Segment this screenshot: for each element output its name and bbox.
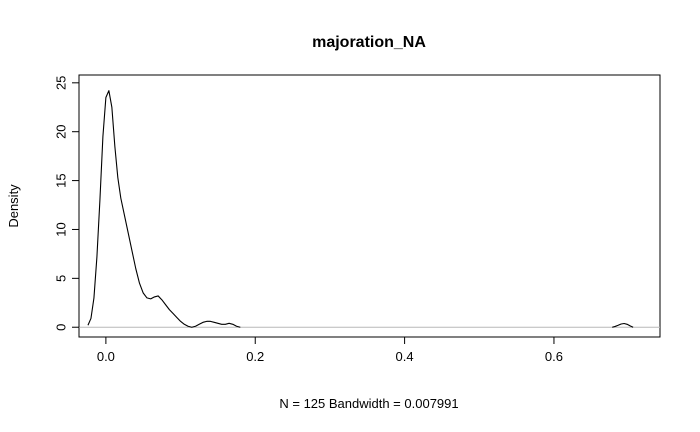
y-tick-label: 0: [53, 324, 68, 331]
x-tick-label: 0.4: [396, 349, 414, 364]
y-tick-label: 5: [53, 275, 68, 282]
density-series: [87, 90, 634, 328]
y-axis-label: Density: [6, 184, 21, 228]
y-axis: 0 5 10 15 20 25: [53, 76, 80, 331]
plot-area-frame: [78, 74, 661, 338]
x-tick-label: 0.6: [545, 349, 563, 364]
x-tick-label: 0.0: [97, 349, 115, 364]
chart-title: majoration_NA: [312, 34, 426, 51]
x-axis-label: N = 125 Bandwidth = 0.007991: [279, 396, 458, 411]
density-curve-segment: [87, 90, 241, 328]
x-tick-label: 0.2: [246, 349, 264, 364]
y-tick-label: 25: [53, 76, 68, 90]
y-tick-label: 10: [53, 222, 68, 236]
density-curve-segment: [612, 322, 634, 328]
y-tick-label: 20: [53, 124, 68, 138]
x-axis: 0.0 0.2 0.4 0.6: [97, 336, 563, 364]
y-tick-label: 15: [53, 173, 68, 187]
